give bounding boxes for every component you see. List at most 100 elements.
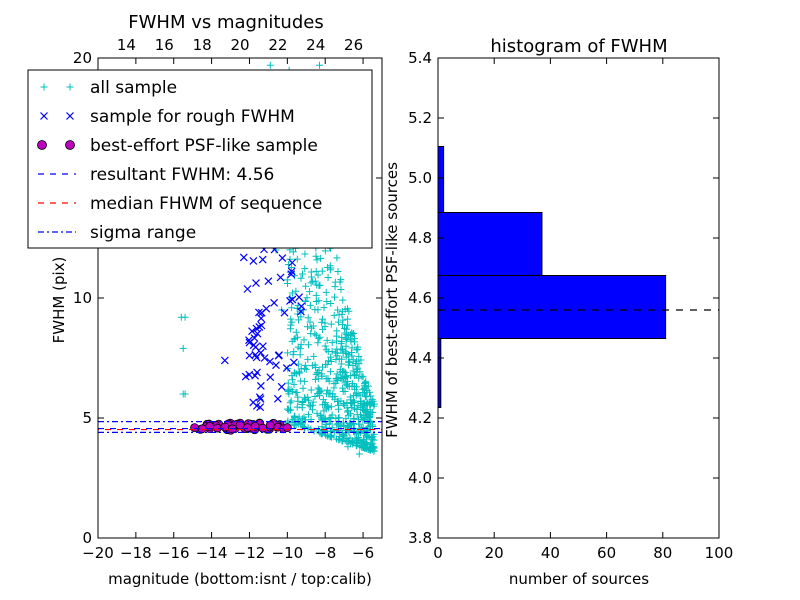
all-sample-point [350,335,358,343]
all-sample-point [344,321,352,329]
rough-sample-point [287,270,296,279]
all-sample-point [353,430,361,438]
all-sample-point [358,372,366,380]
rough-sample-point [276,273,285,282]
all-sample-point [369,446,377,454]
all-sample-point [354,436,362,444]
all-sample-point [311,375,319,383]
all-sample-point [328,347,336,355]
all-sample-point [328,339,336,347]
all-sample-point [334,376,342,384]
all-sample-point [342,415,350,423]
rough-sample-point [275,351,283,359]
all-sample-point [348,352,356,360]
x-tick-label: −12 [234,544,266,562]
rough-sample-point [295,293,304,302]
all-sample-point [311,330,319,338]
all-sample-point [290,380,298,388]
all-sample-point [291,414,299,422]
all-sample-point [333,421,341,429]
all-sample-point [315,335,323,343]
rough-sample-point [277,382,286,391]
all-sample-point [320,407,328,415]
all-sample-point [332,349,340,357]
all-sample-point [318,370,326,378]
all-sample-point [316,61,324,69]
all-sample-point [339,296,347,304]
all-sample-point [355,352,363,360]
all-sample-point [313,369,321,377]
all-sample-point [307,324,315,332]
all-sample-point [351,359,359,367]
all-sample-point [368,421,376,429]
all-sample-point [341,373,349,381]
y-tick-label: 4.8 [408,229,432,247]
rough-sample-point [245,351,254,360]
legend-entry: all sample [40,78,177,98]
x-tick-label: −18 [120,544,152,562]
x-tick-label: 0 [433,544,443,562]
all-sample-point [301,297,309,305]
top-x-tick-label: 26 [344,36,363,54]
all-sample-point [327,368,335,376]
legend-label: all sample [90,78,177,98]
all-sample-point [305,401,313,409]
all-sample-point [352,442,360,450]
rough-sample-point [266,373,275,382]
all-sample-point [315,297,323,305]
x-tick-label: 60 [597,544,616,562]
all-sample-point [181,313,189,321]
all-sample-point [297,313,305,321]
all-sample-point [299,384,307,392]
all-sample-point [319,315,327,323]
all-sample-point [293,255,301,263]
y-tick-label: 0 [82,529,92,547]
all-sample-point [284,405,292,413]
all-sample-point [337,374,345,382]
all-sample-point [283,276,291,284]
all-sample-point [362,407,370,415]
all-sample-point [306,318,314,326]
rough-sample-point [288,295,297,304]
all-sample-point [306,301,314,309]
all-sample-point [301,250,309,258]
rough-sample-point [260,354,269,362]
all-sample-point [305,411,313,419]
all-sample-point [344,305,352,313]
rough-sample-point [270,298,279,307]
x-tick-label: 100 [705,544,734,562]
all-sample-point [335,318,343,326]
all-sample-point [306,288,314,296]
all-sample-point [288,376,296,384]
x-tick-label: 80 [653,544,672,562]
all-sample-point [344,443,352,451]
y-tick-label: 5.2 [408,109,432,127]
rough-sample-point [280,308,289,317]
x-tick-label: −16 [158,544,190,562]
all-sample-point [314,384,322,392]
y-tick-label: 5.0 [408,169,432,187]
all-sample-point [289,351,297,359]
rough-sample-point [256,394,265,403]
top-x-tick-label: 20 [230,36,249,54]
all-sample-point [312,267,320,275]
all-sample-point [339,367,347,375]
all-sample-point [366,388,374,396]
all-sample-point [287,397,295,405]
all-sample-point [298,270,306,278]
legend-entry: sample for rough FWHM [40,107,295,127]
all-sample-point [363,392,371,400]
all-sample-point [287,321,295,329]
all-sample-point [323,360,331,368]
histogram-title: histogram of FWHM [490,36,667,57]
all-sample-point [368,396,376,404]
all-sample-point [312,291,320,299]
all-sample-point [299,397,307,405]
y-tick-label: 10 [73,289,92,307]
rough-sample-point [265,357,274,366]
rough-sample-point [262,304,271,313]
all-sample-point [339,437,347,445]
all-sample-point [287,44,294,51]
all-sample-point [338,430,346,438]
top-x-tick-label: 24 [306,36,325,54]
